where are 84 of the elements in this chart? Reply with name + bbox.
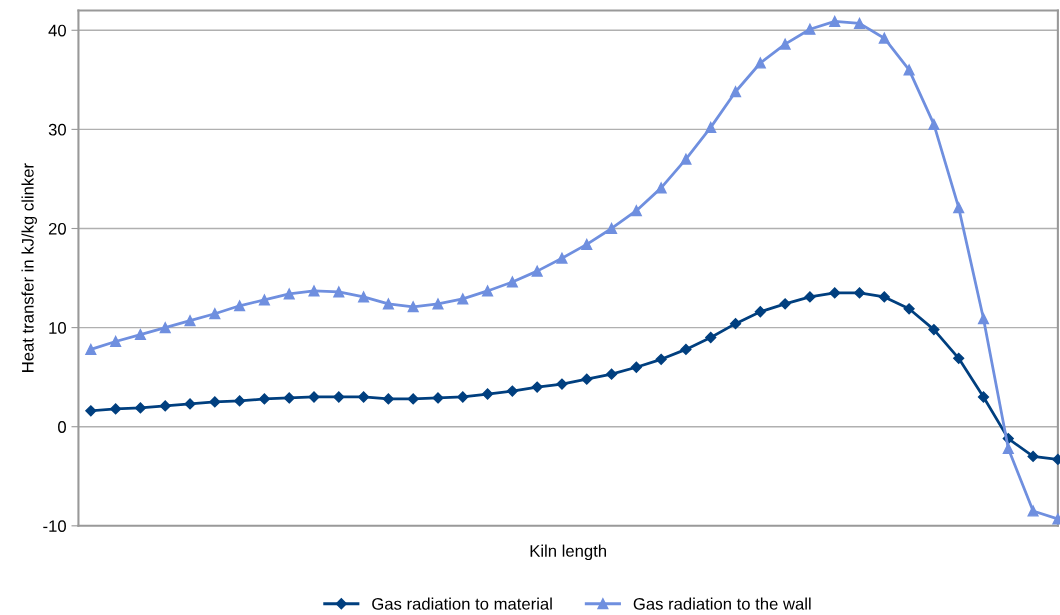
point — [1002, 442, 1014, 455]
point — [234, 300, 246, 312]
point — [729, 318, 742, 330]
point — [283, 392, 295, 404]
y-tick-label: 40 — [48, 24, 66, 37]
point — [928, 118, 940, 130]
point — [283, 288, 295, 300]
point — [481, 388, 494, 400]
point — [581, 373, 593, 385]
point — [159, 322, 171, 334]
point — [605, 368, 618, 380]
point — [506, 385, 518, 397]
point — [754, 57, 766, 69]
point — [581, 238, 593, 250]
point — [333, 286, 345, 298]
point — [258, 294, 270, 306]
point — [705, 331, 717, 344]
point — [234, 395, 246, 407]
point — [655, 353, 667, 365]
point — [85, 405, 97, 417]
point — [184, 315, 196, 327]
point — [804, 291, 816, 303]
point — [482, 285, 494, 297]
x-axis-title: Kiln length — [530, 544, 606, 561]
y-axis-title: Heat transfer in kJ/kg clinker — [21, 163, 37, 372]
y-tick-label: 30 — [48, 123, 66, 136]
point — [953, 202, 965, 214]
y-tick-label: 10 — [49, 322, 66, 334]
point — [705, 121, 717, 133]
point — [977, 313, 990, 325]
point — [779, 298, 791, 310]
point — [333, 391, 345, 403]
point — [407, 301, 419, 313]
point — [457, 391, 469, 403]
point — [754, 306, 766, 318]
point — [258, 393, 271, 405]
point — [928, 323, 940, 336]
y-tick-label: -10 — [43, 520, 66, 533]
y-tick-label: 0 — [58, 421, 66, 433]
point — [903, 64, 915, 76]
point — [853, 17, 866, 29]
point — [680, 153, 692, 165]
legend-label: Gas radiation to material — [372, 597, 552, 610]
point — [209, 308, 221, 320]
point — [209, 396, 221, 408]
point — [1027, 505, 1039, 517]
point — [953, 352, 965, 364]
point — [779, 38, 791, 50]
point — [878, 32, 890, 44]
point — [853, 287, 866, 299]
point — [134, 328, 146, 341]
point — [357, 391, 370, 403]
point — [407, 393, 419, 405]
point — [382, 298, 394, 310]
point — [556, 378, 568, 390]
point — [630, 361, 642, 373]
point — [506, 276, 518, 288]
point — [110, 335, 122, 348]
point — [829, 15, 841, 27]
point — [655, 182, 667, 194]
point — [159, 400, 171, 412]
point — [878, 291, 890, 303]
point — [977, 391, 990, 403]
point — [382, 393, 394, 405]
y-tick-label: 20 — [48, 222, 66, 235]
point — [630, 205, 642, 217]
point — [605, 222, 618, 235]
point — [134, 402, 147, 414]
point — [1027, 450, 1039, 463]
point — [829, 287, 841, 299]
point — [556, 252, 568, 264]
point — [358, 291, 370, 303]
point — [85, 343, 97, 355]
point — [432, 298, 444, 310]
legend-label: Gas radiation to the wall — [633, 597, 811, 610]
point — [680, 343, 692, 356]
point — [110, 403, 122, 415]
point — [729, 86, 742, 98]
point — [903, 303, 915, 315]
point — [804, 23, 816, 35]
point — [457, 293, 469, 305]
point — [531, 265, 543, 277]
point — [184, 398, 196, 410]
point — [531, 381, 543, 393]
